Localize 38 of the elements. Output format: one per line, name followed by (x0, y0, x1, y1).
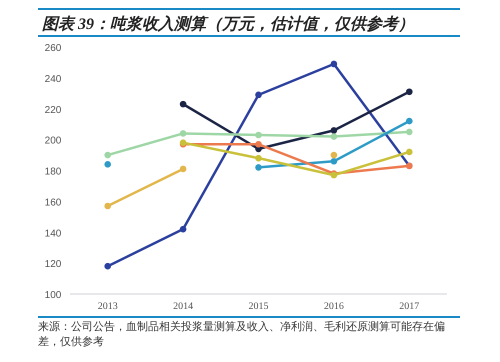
point (255, 154, 262, 162)
point (406, 88, 413, 96)
point (406, 118, 413, 124)
x-tick-label: 2016 (324, 301, 344, 312)
point (255, 140, 262, 148)
point (330, 158, 338, 165)
point (180, 100, 186, 108)
point (104, 161, 111, 168)
point (180, 166, 186, 172)
y-tick-label: 220 (44, 104, 62, 116)
y-tick-label: 260 (44, 43, 62, 54)
point (330, 133, 338, 140)
y-tick-label: 160 (44, 197, 62, 208)
y-tick-label: 200 (44, 136, 62, 147)
point (255, 132, 262, 138)
y-tick-label: 120 (44, 259, 62, 270)
point (255, 92, 262, 98)
point (180, 226, 186, 232)
point (406, 128, 413, 136)
source-note: 来源：公司公告，血制品相关投浆量测算及收入、净利润、毛利还原测算可能存在偏差，仅供参考 (38, 320, 446, 350)
point (104, 202, 111, 210)
y-tick-label: 100 (44, 290, 62, 301)
point (330, 152, 338, 158)
y-tick-label: 240 (44, 74, 62, 85)
y-tick-label: 180 (44, 166, 62, 178)
y-tick-label: 140 (44, 228, 62, 240)
point (104, 152, 111, 158)
point (104, 262, 111, 270)
chart-title: 图表 39：吨浆收入测算（万元，估计值，仅供参考） (42, 15, 414, 33)
x-tick-label: 2015 (248, 301, 268, 312)
x-tick-label: 2017 (399, 301, 420, 312)
point (180, 130, 186, 137)
point (330, 60, 338, 68)
x-tick-label: 2014 (173, 301, 194, 312)
point (330, 127, 338, 134)
x-tick-label: 2013 (98, 301, 118, 312)
point (255, 164, 262, 171)
point (406, 148, 413, 156)
